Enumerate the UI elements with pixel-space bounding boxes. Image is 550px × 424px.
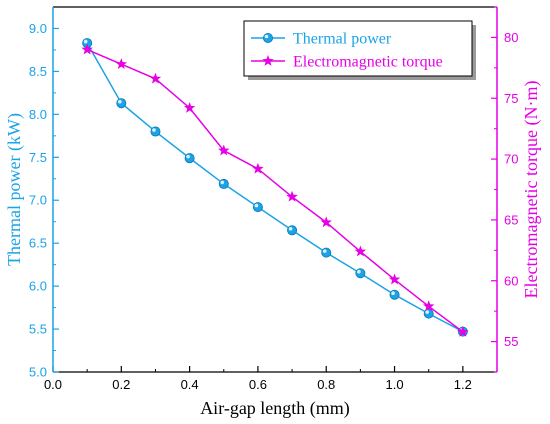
y-right-axis-title: Electromagnetic torque (N·m) (521, 81, 542, 299)
series-point (218, 144, 230, 156)
x-tick-label: 0.8 (317, 377, 335, 392)
series-point (262, 55, 274, 66)
x-tick-label: 0.4 (181, 377, 199, 392)
series-point (286, 190, 298, 202)
series-point (183, 101, 196, 113)
point-body (355, 268, 366, 279)
series-point (252, 162, 264, 174)
series-point (218, 178, 229, 189)
point-highlight (254, 203, 259, 208)
y-left-tick-label: 6.0 (29, 279, 47, 294)
point-highlight (288, 226, 293, 231)
point-highlight (391, 291, 395, 296)
y-left-tick-label: 6.5 (29, 236, 47, 251)
series-line (86, 48, 464, 333)
series-point (184, 153, 195, 164)
y-right-tick-label: 80 (504, 30, 518, 45)
y-left-tick-label: 9.0 (29, 21, 47, 36)
series-point (287, 225, 298, 236)
y-left-axis: 5.0 5.5 6.0 6.5 7.0 7.5 8.0 8.5 9.0 (29, 7, 59, 380)
y-right-tick-label: 60 (504, 273, 518, 288)
point-highlight (220, 180, 225, 185)
series-point (252, 202, 263, 213)
x-tick-label: 0.6 (249, 377, 267, 392)
legend-label: Electromagnetic torque (293, 54, 443, 71)
series-point (423, 308, 434, 319)
y-right-tick-label: 75 (504, 91, 518, 106)
y-left-tick-label: 5.0 (29, 365, 47, 380)
legend: Thermal power Electromagnetic torque (243, 20, 476, 80)
series-point (262, 33, 273, 44)
point-highlight (425, 310, 429, 314)
point-highlight (186, 154, 190, 159)
x-axis-title: Air-gap length (mm) (200, 398, 350, 419)
series-electromagnetic-torque (81, 43, 469, 337)
series-point (389, 289, 400, 300)
point-body (116, 98, 127, 109)
point-body (287, 225, 298, 236)
y-left-tick-label: 8.5 (29, 64, 47, 79)
point-body (321, 247, 332, 258)
series-point (457, 325, 469, 337)
series-point (321, 247, 332, 258)
point-body (262, 33, 273, 44)
series-line (86, 42, 464, 333)
point-highlight (83, 39, 88, 44)
y-right-tick-label: 55 (504, 334, 518, 349)
y-right-axis: 55 60 65 70 75 80 (491, 6, 518, 373)
x-axis: 0.0 0.2 0.4 0.6 0.8 1.0 1.2 (44, 366, 497, 392)
legend-item: Thermal power (251, 31, 392, 48)
series-point (355, 268, 366, 279)
series-thermal-power (82, 38, 468, 337)
point-highlight (118, 99, 122, 104)
y-left-tick-label: 7.0 (29, 193, 47, 208)
legend-item: Electromagnetic torque (251, 54, 443, 71)
series-point (82, 38, 93, 49)
x-tick-label: 0.0 (44, 377, 62, 392)
legend-box (243, 20, 473, 77)
point-body (218, 178, 229, 189)
y-right-tick-label: 70 (504, 152, 518, 167)
x-tick-label: 1.2 (454, 377, 472, 392)
y-left-tick-label: 7.5 (29, 150, 47, 165)
point-body (150, 126, 161, 137)
y-right-tick-label: 65 (504, 212, 518, 227)
point-highlight (357, 269, 361, 274)
legend-items: Thermal power Electromagnetic torque (251, 31, 443, 71)
series-point (150, 126, 161, 137)
x-tick-label: 0.2 (112, 377, 130, 392)
y-left-tick-label: 8.0 (29, 107, 47, 122)
series-point (388, 273, 401, 285)
series-point (116, 98, 127, 109)
x-tick-label: 1.0 (385, 377, 403, 392)
point-body (252, 202, 263, 213)
series-point (81, 43, 93, 55)
point-highlight (152, 128, 156, 132)
point-highlight (322, 249, 327, 253)
series-point (320, 216, 332, 228)
series-point (115, 58, 128, 70)
series-point (149, 72, 162, 84)
point-body (184, 153, 195, 164)
series-point (354, 245, 367, 257)
y-left-tick-label: 5.5 (29, 322, 47, 337)
point-body (389, 289, 400, 300)
series-layer (81, 38, 469, 337)
legend-label: Thermal power (293, 31, 392, 48)
y-left-axis-title: Thermal power (kW) (4, 113, 25, 266)
point-highlight (264, 34, 269, 39)
series-point (422, 300, 435, 312)
